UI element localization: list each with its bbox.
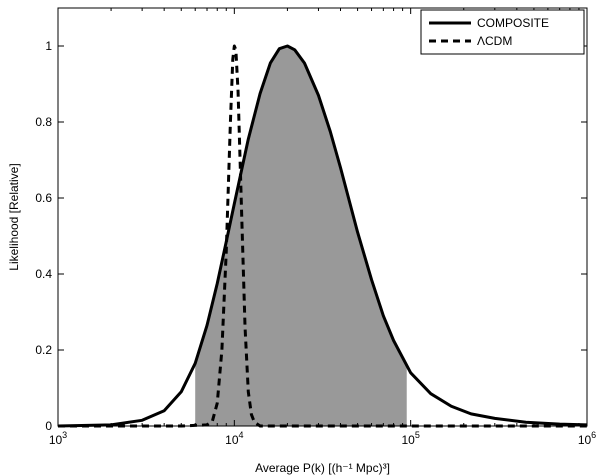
x-axis-label: Average P(k) [(h⁻¹ Mpc)³]	[255, 461, 390, 475]
series-curves	[57, 44, 588, 428]
y-tick-label: 0.6	[35, 191, 52, 205]
x-tick-label: 105	[401, 430, 419, 447]
y-tick-label: 0.4	[35, 267, 52, 281]
y-tick-label: 0.2	[35, 343, 52, 357]
series-line-composite	[57, 44, 588, 428]
y-axis-label: Likelihood [Relative]	[7, 163, 21, 270]
plot-frame	[57, 7, 588, 427]
series-line-lcdm	[58, 44, 587, 428]
x-tick-label: 104	[225, 430, 243, 447]
y-tick-label: 0	[45, 419, 52, 433]
legend-box	[420, 9, 585, 55]
legend-label-composite: COMPOSITE	[477, 16, 549, 30]
y-tick-label: 1	[45, 39, 52, 53]
x-tick-label: 106	[578, 430, 596, 447]
legend-label-lcdm: ΛCDM	[477, 34, 512, 48]
legend: COMPOSITE ΛCDM	[420, 9, 585, 55]
axis-tick-labels: 103 104 105 106 0 0.2 0.4 0.6 0.8 1	[35, 39, 596, 447]
y-tick-label: 0.8	[35, 115, 52, 129]
x-tick-label: 103	[49, 430, 67, 447]
